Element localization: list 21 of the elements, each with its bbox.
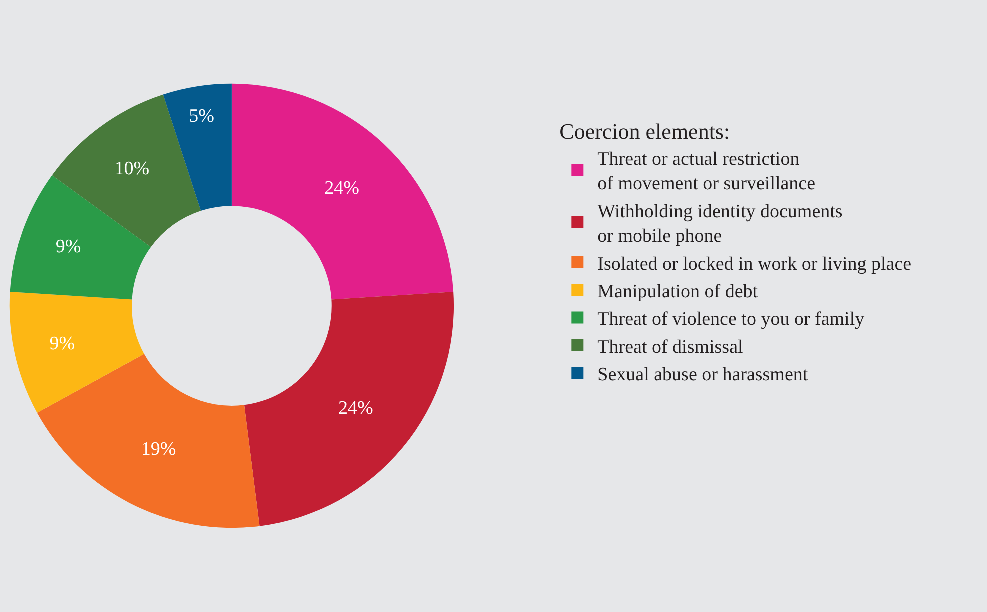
legend-label: Manipulation of debt [598, 282, 759, 303]
legend-label: Isolated or locked in work or living place [598, 254, 912, 275]
donut-slice [10, 175, 152, 300]
legend-label: Threat or actual restriction of movement or surveillance [598, 149, 816, 195]
data-label: 9% [50, 333, 76, 354]
donut-slice [163, 84, 232, 211]
legend-label: Threat of dismissal [598, 336, 744, 358]
legend-title: Coercion elements: [560, 118, 730, 144]
donut-slice [232, 84, 454, 300]
data-label: 24% [338, 398, 374, 420]
donut-slice [244, 292, 454, 526]
legend-label: Sexual abuse or harassment [598, 364, 809, 386]
donut-slice [10, 292, 144, 413]
data-label: 24% [324, 178, 360, 200]
data-label: 10% [114, 158, 150, 180]
data-label: 9% [56, 236, 82, 258]
data-label: 19% [141, 438, 176, 460]
legend-label: Withholding identity documents or mobile phone [598, 201, 843, 248]
donut-slice [37, 354, 260, 528]
data-label: 5% [189, 106, 215, 127]
legend-label: Threat of violence to you or family [598, 309, 866, 330]
